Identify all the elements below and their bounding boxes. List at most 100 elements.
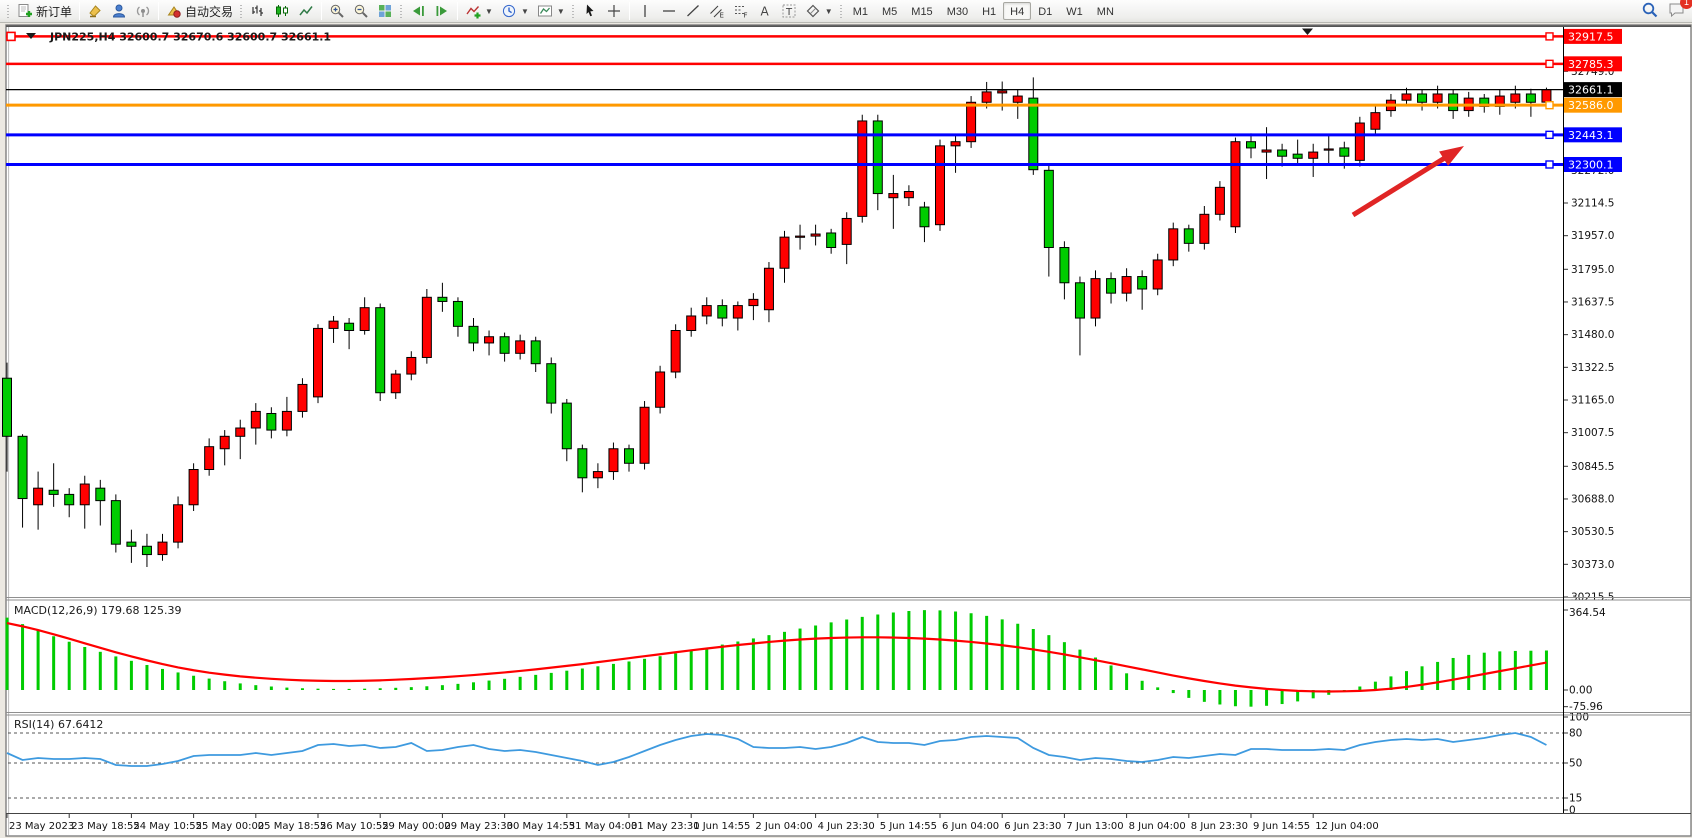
- rsi-layer: [6, 732, 1563, 799]
- tile-windows-icon: [377, 3, 393, 19]
- svg-text:4 Jun 23:30: 4 Jun 23:30: [818, 821, 875, 832]
- svg-text:E: E: [719, 12, 723, 20]
- svg-text:12 Jun 04:00: 12 Jun 04:00: [1315, 821, 1379, 832]
- fibonacci-button[interactable]: F: [729, 1, 753, 21]
- svg-text:25 May 18:55: 25 May 18:55: [258, 821, 327, 832]
- svg-text:50: 50: [1569, 758, 1582, 770]
- horizontal-line-icon: [661, 3, 677, 19]
- timeframe-m5[interactable]: M5: [882, 6, 898, 18]
- toolbar-grip: [239, 3, 245, 19]
- candle-chart-button[interactable]: [270, 1, 294, 21]
- svg-text:F: F: [743, 12, 747, 20]
- toolbar-grip: [399, 3, 405, 19]
- timeframe-m30[interactable]: M30: [946, 6, 969, 18]
- chevron-down-icon: ▼: [556, 6, 565, 16]
- timeframe-group: M1 M5 M15 M30 H1 H4 D1 W1 MN: [846, 2, 1121, 20]
- vertical-line-icon: [637, 3, 653, 19]
- svg-text:23 May 2023: 23 May 2023: [9, 821, 74, 832]
- zoom-in-icon: [329, 3, 345, 19]
- svg-text:24 May 10:55: 24 May 10:55: [133, 821, 202, 832]
- svg-text:31322.5: 31322.5: [1571, 362, 1614, 374]
- svg-text:0: 0: [1569, 805, 1576, 817]
- periods-button[interactable]: ▼: [497, 1, 533, 21]
- auto-trading-button[interactable]: 自动交易: [162, 1, 237, 21]
- timeframe-w1[interactable]: W1: [1066, 6, 1083, 18]
- svg-text:A: A: [760, 5, 769, 19]
- channel-button[interactable]: E: [705, 1, 729, 21]
- candles-layer: [2, 77, 1552, 568]
- chart-shift-button[interactable]: [430, 1, 454, 21]
- text-button[interactable]: A: [753, 1, 777, 21]
- templates-button[interactable]: ▼: [533, 1, 569, 21]
- signal-button[interactable]: [131, 1, 155, 21]
- svg-text:26 May 10:55: 26 May 10:55: [320, 821, 389, 832]
- cursor-button[interactable]: [578, 1, 602, 21]
- svg-text:30845.5: 30845.5: [1571, 461, 1614, 473]
- auto-trading-label: 自动交易: [185, 4, 234, 19]
- chevron-down-icon: ▼: [520, 6, 529, 16]
- line-chart-button[interactable]: [294, 1, 318, 21]
- zoom-out-icon: [353, 3, 369, 19]
- svg-text:31795.0: 31795.0: [1571, 264, 1614, 276]
- svg-text:8 Jun 23:30: 8 Jun 23:30: [1191, 821, 1248, 832]
- auto-scroll-button[interactable]: [406, 1, 430, 21]
- templates-icon: [537, 3, 553, 19]
- ink-button[interactable]: [83, 1, 107, 21]
- chart-shift-marker-icon[interactable]: [1302, 28, 1313, 36]
- crosshair-button[interactable]: [602, 1, 626, 21]
- svg-text:32114.5: 32114.5: [1571, 198, 1614, 210]
- profile-button[interactable]: [107, 1, 131, 21]
- timeframe-h1[interactable]: H1: [982, 6, 997, 18]
- timeframe-m1[interactable]: M1: [852, 6, 868, 18]
- svg-text:32586.0: 32586.0: [1568, 99, 1614, 112]
- svg-text:-75.96: -75.96: [1569, 701, 1603, 713]
- add-indicator-button[interactable]: ▼: [461, 1, 497, 21]
- svg-text:6 Jun 23:30: 6 Jun 23:30: [1004, 821, 1061, 832]
- svg-text:30688.0: 30688.0: [1571, 493, 1614, 505]
- svg-text:T: T: [785, 7, 793, 18]
- notification-badge: 1: [1680, 0, 1692, 9]
- line-chart-icon: [298, 3, 314, 19]
- bar-chart-button[interactable]: [246, 1, 270, 21]
- vertical-line-button[interactable]: [633, 1, 657, 21]
- zoom-in-button[interactable]: [325, 1, 349, 21]
- tile-windows-button[interactable]: [373, 1, 397, 21]
- chart-window: [5, 24, 1692, 837]
- horizontal-lines-layer[interactable]: [6, 31, 1563, 169]
- pane-separator[interactable]: [6, 597, 1691, 814]
- channel-icon: E: [709, 3, 725, 19]
- shapes-icon: [805, 3, 821, 19]
- cursor-icon: [582, 3, 598, 19]
- timeframe-d1[interactable]: D1: [1038, 6, 1053, 18]
- chart-area[interactable]: 32749.032272.032114.531957.031795.031637…: [0, 24, 1692, 838]
- chevron-down-icon: ▼: [485, 6, 493, 16]
- zoom-out-button[interactable]: [349, 1, 373, 21]
- new-order-button[interactable]: 新订单: [13, 1, 76, 21]
- macd-layer: [5, 610, 1548, 707]
- text-label-icon: T: [781, 3, 797, 19]
- svg-text:31165.0: 31165.0: [1571, 394, 1614, 406]
- crosshair-icon: [606, 3, 622, 19]
- trendline-button[interactable]: [681, 1, 705, 21]
- rsi-label: RSI(14) 67.6412: [14, 718, 103, 731]
- text-label-button[interactable]: T: [777, 1, 801, 21]
- notifications-button[interactable]: 1: [1667, 0, 1692, 19]
- svg-text:5 Jun 14:55: 5 Jun 14:55: [880, 821, 937, 832]
- symbol-marker-icon: [26, 33, 36, 39]
- horizontal-line-button[interactable]: [657, 1, 681, 21]
- svg-text:31 May 23:30: 31 May 23:30: [631, 821, 700, 832]
- search-icon[interactable]: [1641, 1, 1659, 19]
- svg-text:30373.0: 30373.0: [1571, 559, 1614, 571]
- timeframe-m15[interactable]: M15: [911, 6, 933, 18]
- svg-text:80: 80: [1569, 728, 1582, 740]
- svg-text:6 Jun 04:00: 6 Jun 04:00: [942, 821, 999, 832]
- svg-text:31957.0: 31957.0: [1571, 230, 1614, 242]
- chart-shift-icon: [434, 3, 450, 19]
- shapes-button[interactable]: ▼: [801, 1, 837, 21]
- timeframe-mn[interactable]: MN: [1096, 6, 1114, 18]
- svg-text:32785.3: 32785.3: [1568, 58, 1614, 71]
- svg-text:364.54: 364.54: [1569, 607, 1606, 619]
- new-order-label: 新订单: [36, 4, 73, 19]
- timeframe-h4[interactable]: H4: [1003, 2, 1032, 20]
